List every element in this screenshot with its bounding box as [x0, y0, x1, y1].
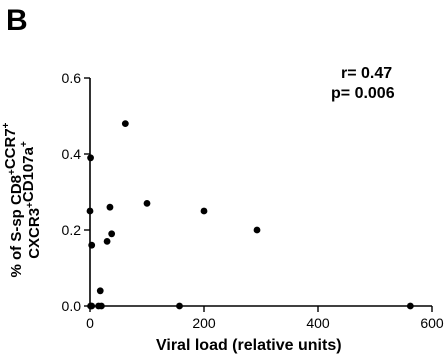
- axes: [89, 78, 432, 307]
- data-point: [88, 241, 96, 249]
- x-axis-ticks: 0 200 400 600: [86, 306, 444, 331]
- data-point: [176, 302, 183, 310]
- data-point: [406, 302, 414, 310]
- data-point: [121, 120, 129, 127]
- p-value-annotation: p= 0.006: [331, 85, 395, 102]
- y-tick-label: 0.2: [62, 222, 82, 238]
- y-axis-ticks: 0.0 0.2 0.4 0.6: [62, 70, 90, 314]
- x-tick-label: 0: [86, 315, 94, 331]
- data-point: [106, 203, 114, 211]
- data-point: [200, 207, 208, 215]
- y-tick-label: 0.4: [62, 146, 82, 162]
- data-point: [88, 302, 96, 310]
- data-point: [108, 230, 116, 238]
- x-axis-label: Viral load (relative units): [156, 337, 342, 354]
- data-points: [86, 120, 414, 310]
- data-point: [87, 154, 94, 162]
- y-tick-label: 0.6: [62, 70, 82, 86]
- y-tick-label: 0.0: [62, 298, 82, 314]
- data-point: [98, 302, 105, 310]
- data-point: [96, 287, 104, 295]
- x-tick-label: 200: [192, 315, 216, 331]
- y-axis-label: % of S-sp CD8+CCR7+CXCR3+CD107a+: [1, 122, 43, 277]
- correlation-r-annotation: r= 0.47: [341, 65, 393, 82]
- x-tick-label: 400: [306, 315, 330, 331]
- x-tick-label: 600: [420, 315, 444, 331]
- data-point: [86, 207, 94, 215]
- panel-label: B: [6, 4, 28, 37]
- data-point: [103, 238, 111, 245]
- data-point: [143, 200, 151, 207]
- data-point: [253, 226, 261, 234]
